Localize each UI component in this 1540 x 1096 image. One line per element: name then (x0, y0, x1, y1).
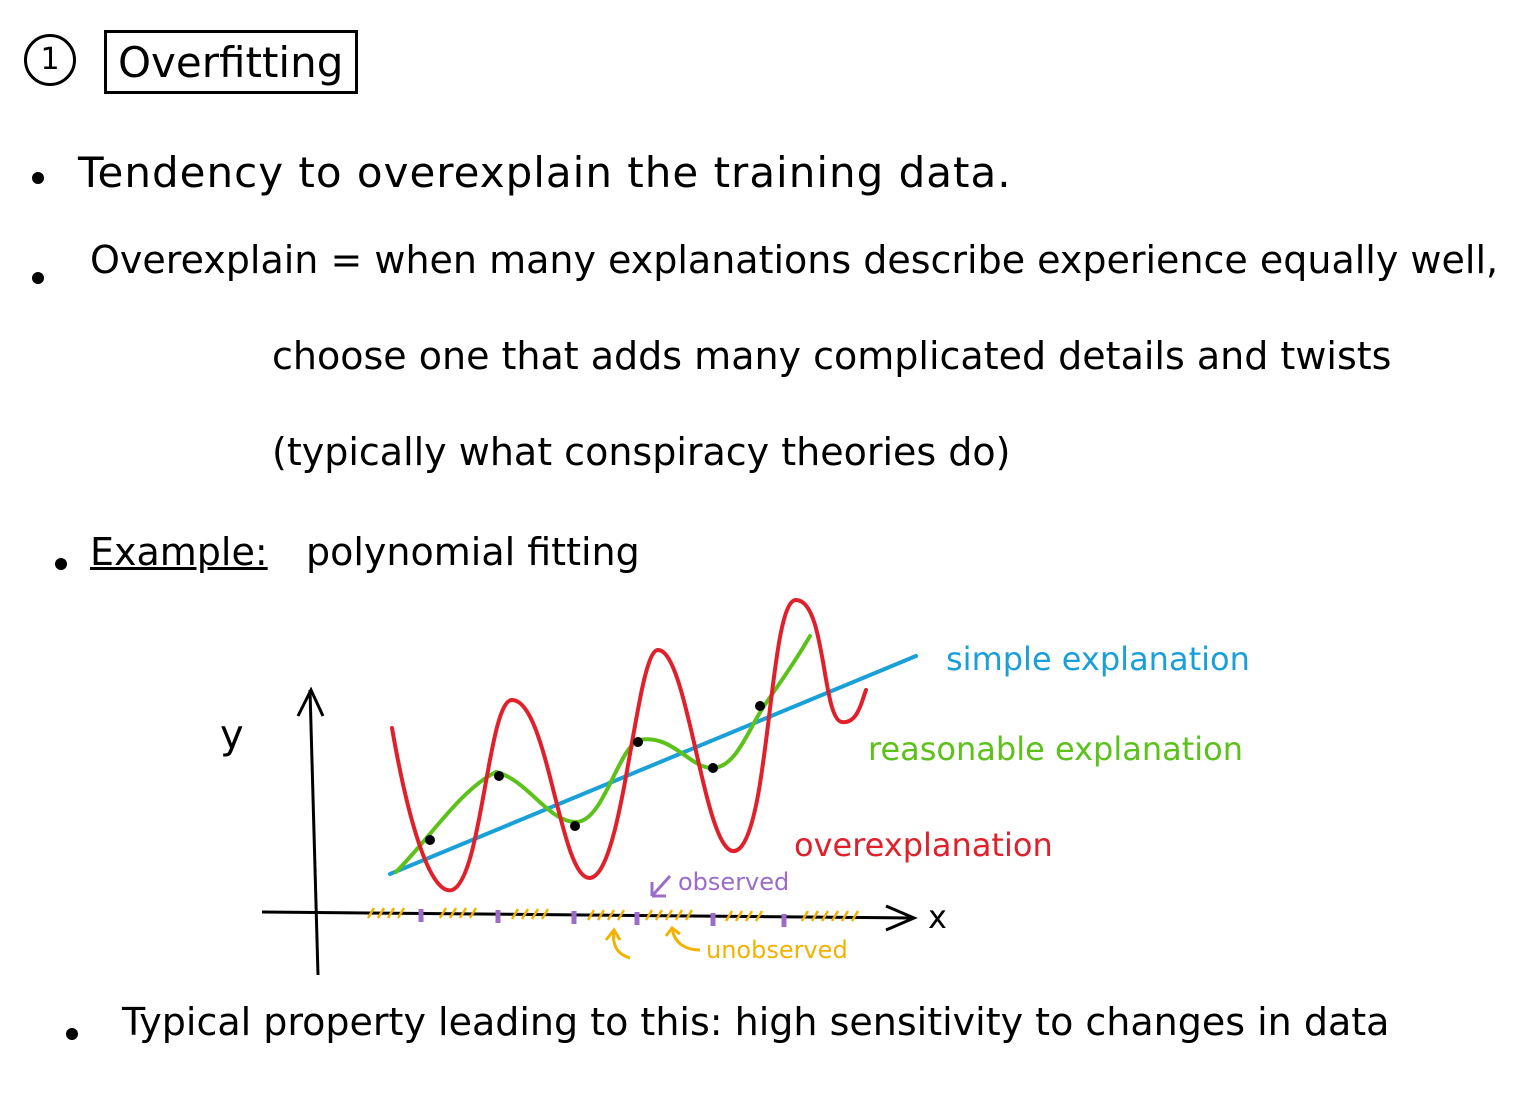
example-label: Example: (90, 530, 268, 574)
observed-arrow (650, 874, 672, 898)
y-axis-arrow (296, 686, 325, 717)
bullet-4-text: Typical property leading to this: high s… (122, 1000, 1390, 1044)
page-title: Overfitting (118, 38, 344, 87)
example-text: polynomial fitting (306, 530, 640, 574)
x-axis-arrow (885, 904, 918, 932)
data-points (425, 701, 765, 845)
overexplanation-label: overexplanation (794, 826, 1053, 864)
bullet-1-text: Tendency to overexplain the training dat… (78, 148, 1012, 197)
heading-number: 1 (24, 34, 76, 86)
unobserved-hatches (366, 907, 860, 922)
y-axis-label: y (220, 712, 244, 758)
y-axis (308, 689, 320, 976)
unobserved-label: unobserved (706, 936, 848, 964)
simple-explanation-label: simple explanation (946, 640, 1250, 678)
bullet-2-line-3: (typically what conspiracy theories do) (272, 430, 1011, 474)
bullet-dot-3 (55, 558, 67, 570)
unobserved-arrow-2 (664, 925, 701, 952)
bullet-2-line-2: choose one that adds many complicated de… (272, 334, 1392, 378)
observed-ticks (418, 909, 787, 927)
title-box (104, 30, 358, 94)
bullet-dot-2 (32, 272, 44, 284)
observed-label: observed (678, 868, 790, 896)
unobserved-arrow-1 (604, 927, 631, 960)
bullet-2-line-1: Overexplain = when many explanations des… (90, 238, 1499, 282)
bullet-dot-1 (32, 172, 44, 184)
bullet-dot-4 (66, 1028, 78, 1040)
overexplanation-curve (390, 597, 868, 893)
x-axis-label: x (928, 898, 947, 936)
reasonable-explanation-label: reasonable explanation (868, 730, 1244, 768)
